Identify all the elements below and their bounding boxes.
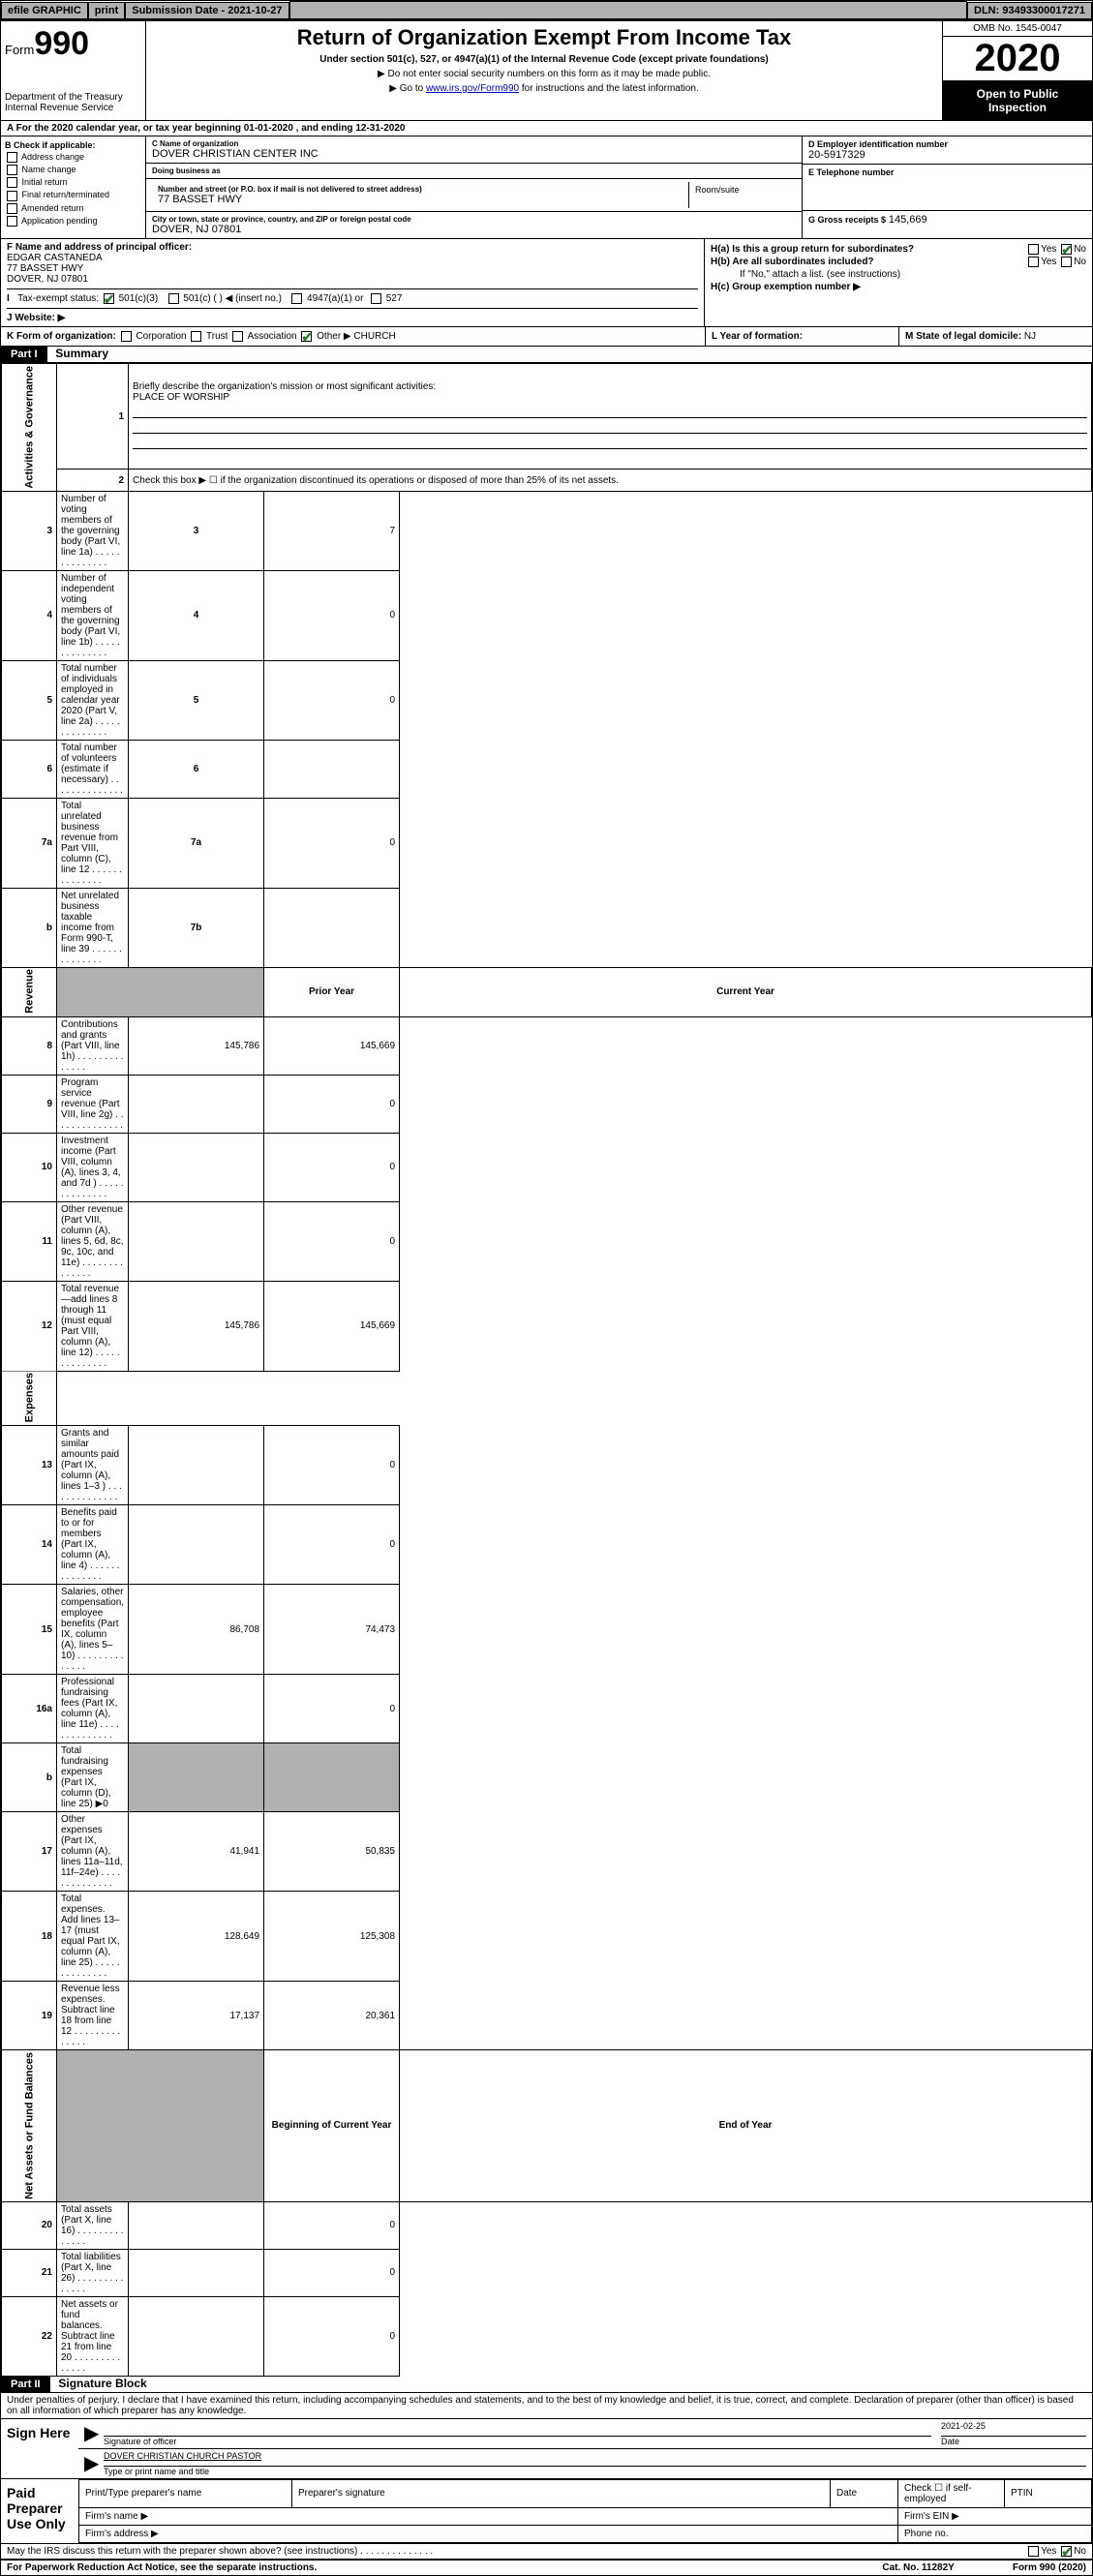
box-b-header: B Check if applicable: <box>5 140 141 150</box>
ein-label: D Employer identification number <box>808 139 1086 149</box>
dba-label: Doing business as <box>152 167 796 175</box>
room-label: Room/suite <box>689 182 796 208</box>
box-b-item[interactable]: Final return/terminated <box>5 190 141 200</box>
row-fh: F Name and address of principal officer:… <box>1 239 1092 327</box>
trust-checkbox[interactable] <box>191 331 201 342</box>
city-value: DOVER, NJ 07801 <box>152 224 796 235</box>
mission-value: PLACE OF WORSHIP <box>133 392 229 403</box>
omb-number: OMB No. 1545-0047 <box>943 21 1092 37</box>
box-b-item[interactable]: Address change <box>5 152 141 163</box>
box-deg: D Employer identification number 20-5917… <box>802 136 1092 238</box>
officer-type-name: DOVER CHRISTIAN CHURCH PASTOR <box>104 2451 1086 2467</box>
org-name-label: C Name of organization <box>152 139 796 148</box>
row-i: I Tax-exempt status: 501(c)(3) 501(c) ( … <box>7 288 698 304</box>
part1-header: Part I <box>1 347 47 362</box>
officer-addr2: DOVER, NJ 07801 <box>7 274 698 285</box>
box-b: B Check if applicable: Address change Na… <box>1 136 146 238</box>
addr-value: 77 BASSET HWY <box>158 194 683 205</box>
paid-preparer-label: Paid Preparer Use Only <box>1 2479 78 2543</box>
dln-label: DLN: 93493300017271 <box>967 2 1092 19</box>
header-center: Return of Organization Exempt From Incom… <box>146 21 942 120</box>
row-klm: K Form of organization: Corporation Trus… <box>1 327 1092 347</box>
ha-yes[interactable] <box>1028 244 1039 255</box>
addr-label: Number and street (or P.O. box if mail i… <box>158 185 683 194</box>
org-name: DOVER CHRISTIAN CENTER INC <box>152 148 796 160</box>
box-f: F Name and address of principal officer:… <box>1 239 705 326</box>
form-subtitle: Under section 501(c), 527, or 4947(a)(1)… <box>150 54 938 65</box>
vtab-revenue: Revenue <box>2 967 57 1016</box>
other-value: CHURCH <box>353 331 395 342</box>
527-checkbox[interactable] <box>371 293 381 304</box>
box-b-item[interactable]: Name change <box>5 165 141 175</box>
ein-value: 20-5917329 <box>808 149 1086 161</box>
submission-date: Submission Date - 2021-10-27 <box>125 2 288 19</box>
header-right: OMB No. 1545-0047 2020 Open to Public In… <box>942 21 1092 120</box>
city-label: City or town, state or province, country… <box>152 215 796 224</box>
tax-year: 2020 <box>943 37 1092 81</box>
row-j: J Website: ▶ <box>7 308 698 323</box>
part1-title: Summary <box>49 345 114 362</box>
note-link: ▶ Go to www.irs.gov/Form990 for instruct… <box>150 83 938 94</box>
state-domicile: NJ <box>1024 331 1036 342</box>
form-header: Form990 Department of the Treasury Inter… <box>1 21 1092 121</box>
501c3-checkbox[interactable] <box>104 293 114 304</box>
gross-value: 145,669 <box>889 214 927 226</box>
part2: Part II Signature Block Under penalties … <box>1 2377 1092 2559</box>
print-button[interactable]: print <box>88 2 125 19</box>
open-public-badge: Open to Public Inspection <box>943 81 1092 120</box>
box-b-item[interactable]: Amended return <box>5 203 141 214</box>
phone-label: E Telephone number <box>808 167 1086 177</box>
form-title: Return of Organization Exempt From Incom… <box>150 25 938 50</box>
row-a-tax-year: A For the 2020 calendar year, or tax yea… <box>1 121 1092 136</box>
hb-no[interactable] <box>1061 257 1072 267</box>
note-ssn: ▶ Do not enter social security numbers o… <box>150 69 938 79</box>
form-ref: Form 990 (2020) <box>1013 2562 1086 2573</box>
form-number: 990 <box>34 25 89 62</box>
arrow-icon: ▶ <box>84 2421 104 2446</box>
4947-checkbox[interactable] <box>291 293 302 304</box>
vtab-governance: Activities & Governance <box>2 364 57 492</box>
discuss-row: May the IRS discuss this return with the… <box>1 2543 1092 2559</box>
hb-yes[interactable] <box>1028 257 1039 267</box>
discuss-yes[interactable] <box>1028 2546 1039 2557</box>
sign-here-label: Sign Here <box>1 2419 78 2478</box>
form-990: Form990 Department of the Treasury Inter… <box>0 20 1093 2576</box>
summary-table: Activities & Governance 1 Briefly descri… <box>1 363 1092 2377</box>
penalty-statement: Under penalties of perjury, I declare th… <box>1 2392 1092 2418</box>
dept-label: Department of the Treasury Internal Reve… <box>5 92 141 113</box>
box-h: H(a) Is this a group return for subordin… <box>705 239 1092 326</box>
gross-label: G Gross receipts $ <box>808 215 886 225</box>
501c-checkbox[interactable] <box>168 293 179 304</box>
officer-addr1: 77 BASSET HWY <box>7 263 698 274</box>
officer-name: EDGAR CASTANEDA <box>7 253 698 263</box>
pra-notice: For Paperwork Reduction Act Notice, see … <box>7 2562 882 2573</box>
vtab-netassets: Net Assets or Fund Balances <box>2 2050 57 2202</box>
topbar: efile GRAPHIC print Submission Date - 20… <box>0 0 1093 20</box>
assoc-checkbox[interactable] <box>232 331 243 342</box>
part1: Part I Summary Activities & Governance 1… <box>1 347 1092 2377</box>
ha-no[interactable] <box>1061 244 1072 255</box>
officer-label: F Name and address of principal officer: <box>7 242 698 253</box>
irs-link[interactable]: www.irs.gov/Form990 <box>426 83 519 94</box>
vtab-expenses: Expenses <box>2 1371 57 1425</box>
cat-number: Cat. No. 11282Y <box>882 2562 954 2573</box>
section-bcdefg: B Check if applicable: Address change Na… <box>1 136 1092 239</box>
discuss-no[interactable] <box>1061 2546 1072 2557</box>
box-b-item[interactable]: Application pending <box>5 216 141 227</box>
other-checkbox[interactable] <box>301 331 312 342</box>
sig-date: 2021-02-25 <box>941 2421 1086 2437</box>
corp-checkbox[interactable] <box>121 331 132 342</box>
header-left: Form990 Department of the Treasury Inter… <box>1 21 146 120</box>
arrow-icon: ▶ <box>84 2451 104 2476</box>
box-b-item[interactable]: Initial return <box>5 177 141 188</box>
form-label: Form <box>5 43 34 57</box>
topbar-spacer <box>289 1 967 19</box>
efile-label: efile GRAPHIC <box>1 2 88 19</box>
box-c: C Name of organization DOVER CHRISTIAN C… <box>146 136 802 238</box>
footer: For Paperwork Reduction Act Notice, see … <box>1 2559 1092 2575</box>
part2-header: Part II <box>1 2377 50 2392</box>
part2-title: Signature Block <box>52 2375 152 2392</box>
